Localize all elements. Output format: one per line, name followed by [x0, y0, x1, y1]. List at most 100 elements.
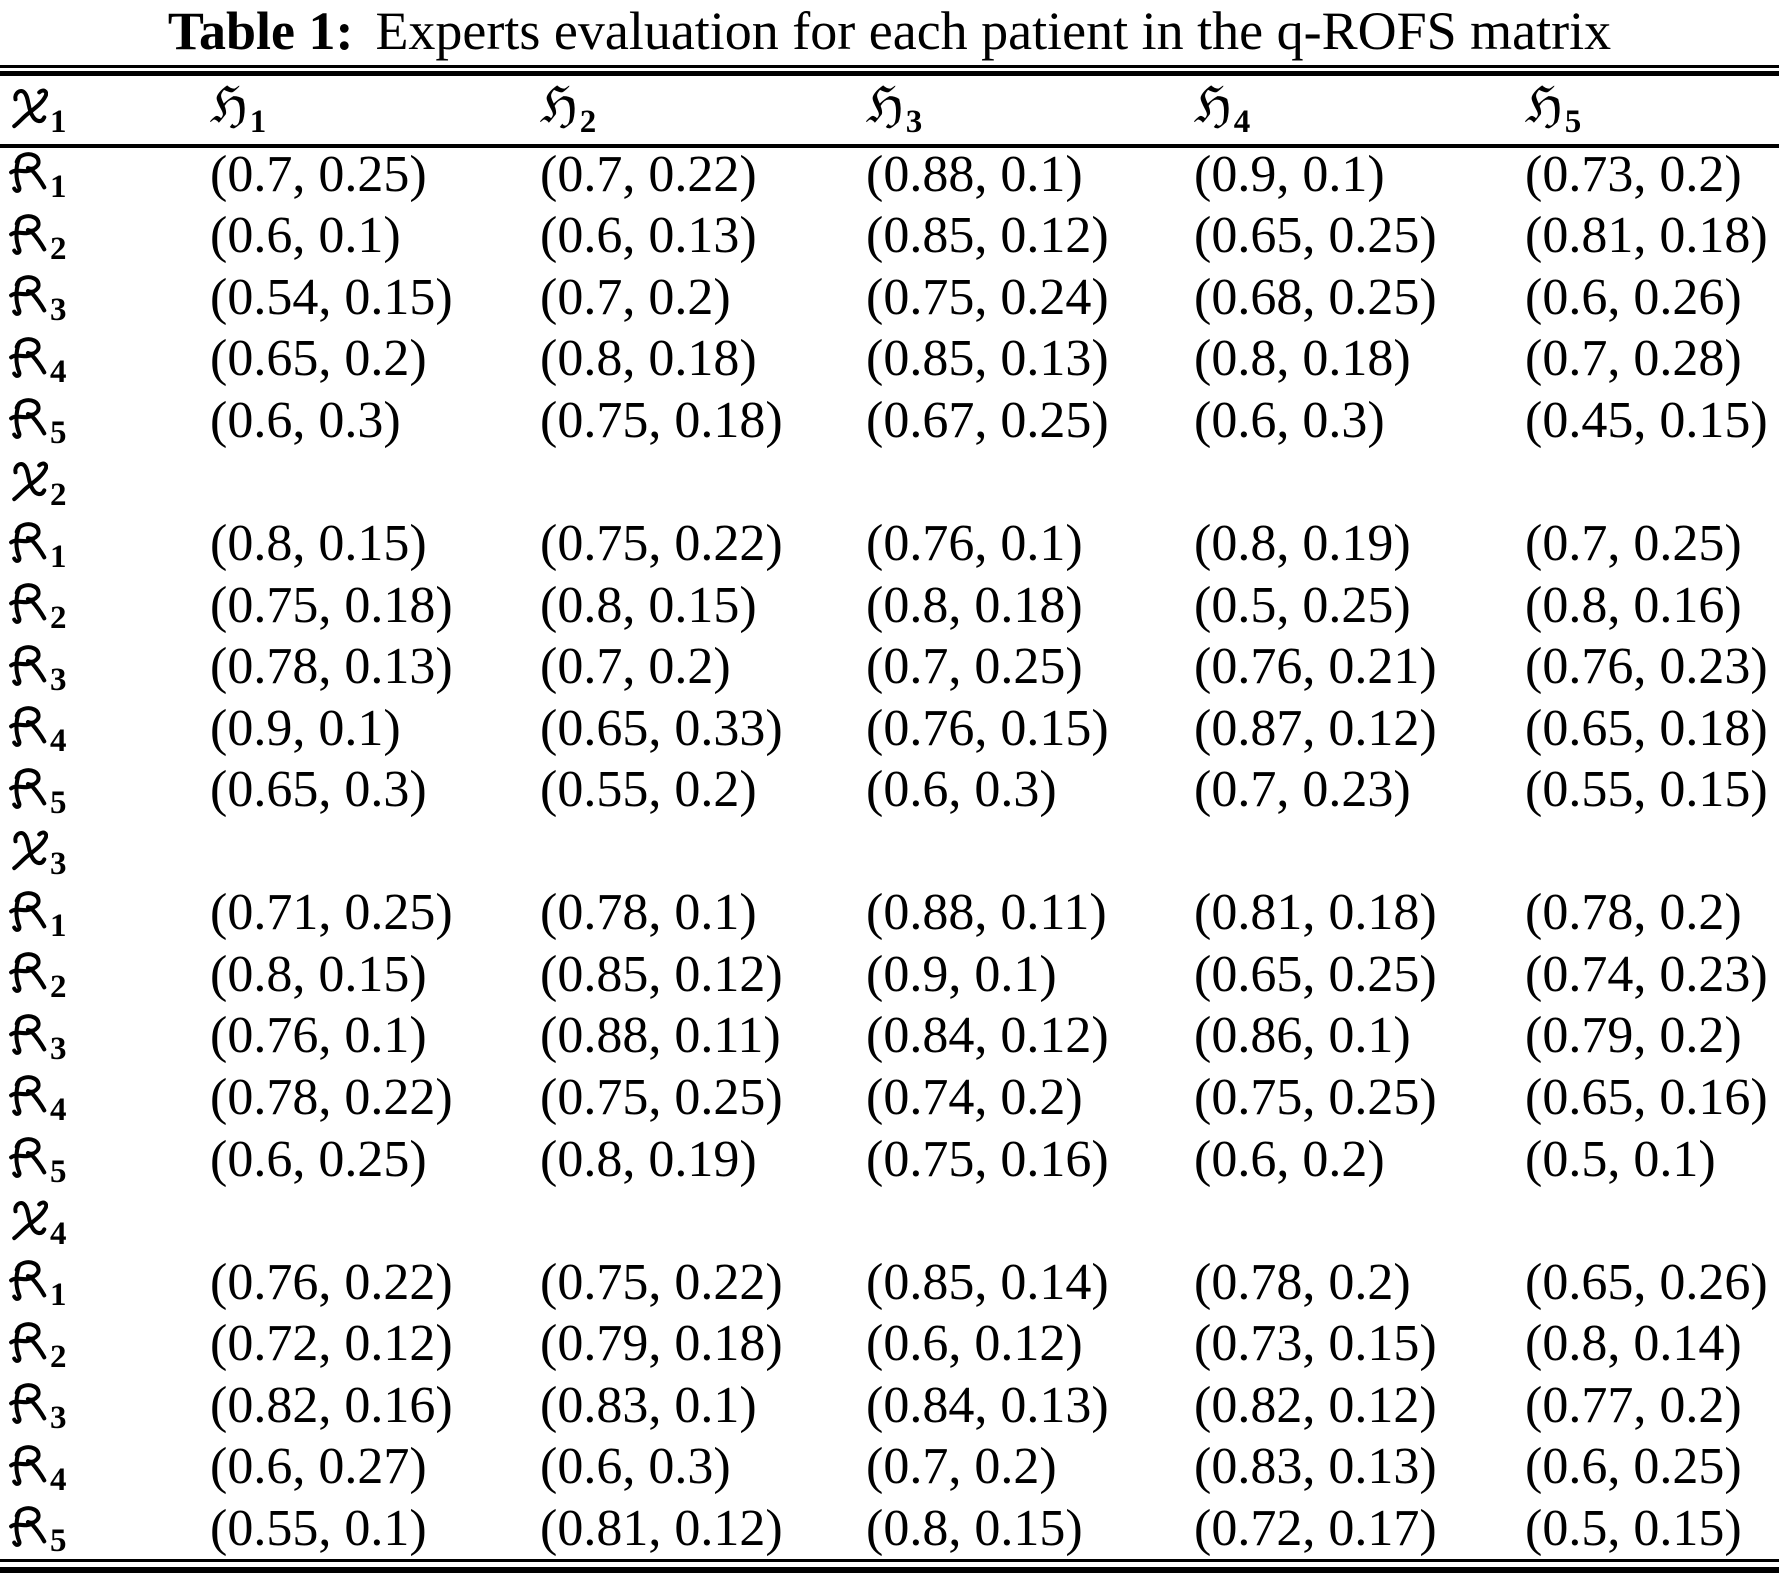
fraktur-k-glyph	[9, 706, 47, 748]
row-label-subscript: 5	[50, 784, 67, 821]
row-label-subscript: 2	[50, 600, 67, 637]
empty-cell	[540, 1190, 866, 1252]
matrix-cell: (0.78, 0.1)	[540, 884, 757, 942]
table-row: 5 (0.55, 0.1) (0.81, 0.12) (0.8, 0.15) (0.72…	[0, 1498, 1779, 1560]
fraktur-k-glyph	[9, 275, 47, 317]
matrix-cell: (0.76, 0.1)	[210, 1007, 427, 1065]
row-label: 2	[0, 575, 210, 637]
matrix-cell: (0.85, 0.13)	[866, 330, 1109, 388]
row-label: 4	[0, 329, 210, 391]
column-header-subscript: 3	[905, 104, 923, 141]
table-row: 1 (0.8, 0.15) (0.75, 0.22) (0.76, 0.1) (0.8,…	[0, 513, 1779, 575]
table-caption-label: Table 1:	[167, 1, 354, 61]
matrix-cell: (0.76, 0.22)	[210, 1253, 453, 1311]
column-header-subscript: 4	[1233, 104, 1251, 141]
section-label: 4	[0, 1190, 210, 1252]
table-row: 5 (0.65, 0.3) (0.55, 0.2) (0.6, 0.3) (0.7, 0…	[0, 759, 1779, 821]
row-label: 4	[0, 1436, 210, 1498]
fraktur-k-glyph	[9, 1444, 47, 1486]
matrix-cell: (0.65, 0.25)	[1194, 945, 1437, 1003]
table-row: 2 (0.72, 0.12) (0.79, 0.18) (0.6, 0.12) (0.7…	[0, 1313, 1779, 1375]
qrofs-matrix-table: 1 ℌ1 ℌ2 ℌ3 ℌ4 ℌ5 1 (0.7, 0.25) (0.7,	[0, 76, 1779, 1560]
matrix-cell: (0.78, 0.13)	[210, 638, 453, 696]
column-header-h4: ℌ4	[1194, 76, 1525, 145]
matrix-cell: (0.79, 0.2)	[1525, 1007, 1742, 1065]
matrix-cell: (0.6, 0.26)	[1525, 268, 1742, 326]
corner-header-subscript: 1	[50, 104, 67, 141]
table-row: 5 (0.6, 0.25) (0.8, 0.19) (0.75, 0.16) (0.6,…	[0, 1129, 1779, 1191]
matrix-cell: (0.84, 0.13)	[866, 1376, 1109, 1434]
matrix-cell: (0.75, 0.16)	[866, 1130, 1109, 1188]
matrix-cell: (0.74, 0.23)	[1525, 945, 1768, 1003]
row-label-subscript: 3	[50, 1030, 67, 1067]
row-label: 2	[0, 944, 210, 1006]
empty-cell	[1194, 452, 1525, 514]
row-label-subscript: 2	[50, 230, 67, 267]
table-row: 4 (0.6, 0.27) (0.6, 0.3) (0.7, 0.2) (0.83, 0…	[0, 1436, 1779, 1498]
row-label-subscript: 5	[50, 1523, 67, 1560]
matrix-cell: (0.8, 0.15)	[540, 576, 757, 634]
matrix-cell: (0.8, 0.16)	[1525, 576, 1742, 634]
matrix-cell: (0.75, 0.25)	[540, 1068, 783, 1126]
matrix-cell: (0.72, 0.17)	[1194, 1499, 1437, 1557]
matrix-cell: (0.67, 0.25)	[866, 391, 1109, 449]
row-label-subscript: 4	[50, 1092, 67, 1129]
row-label: 5	[0, 1129, 210, 1191]
matrix-cell: (0.75, 0.22)	[540, 1253, 783, 1311]
row-label: 3	[0, 1375, 210, 1437]
fraktur-k-glyph	[9, 213, 47, 255]
matrix-cell: (0.7, 0.25)	[1525, 515, 1742, 573]
matrix-cell: (0.74, 0.2)	[866, 1068, 1083, 1126]
fraktur-k-glyph	[9, 1014, 47, 1055]
table-caption: Table 1: Experts evaluation for each pati…	[0, 0, 1779, 62]
matrix-cell: (0.85, 0.12)	[866, 207, 1109, 265]
empty-cell	[210, 452, 540, 514]
table-row: 3 (0.54, 0.15) (0.7, 0.2) (0.75, 0.24) (0.68…	[0, 267, 1779, 329]
section-row: 2	[0, 452, 1779, 514]
matrix-cell: (0.55, 0.15)	[1525, 761, 1768, 819]
matrix-cell: (0.65, 0.16)	[1525, 1068, 1768, 1126]
top-rule-thin	[0, 65, 1779, 68]
row-label: 2	[0, 1313, 210, 1375]
section-label-subscript: 4	[50, 1215, 67, 1252]
matrix-cell: (0.73, 0.2)	[1525, 145, 1742, 203]
matrix-cell: (0.6, 0.27)	[210, 1438, 427, 1496]
table-row: 4 (0.65, 0.2) (0.8, 0.18) (0.85, 0.13) (0.8,…	[0, 329, 1779, 391]
matrix-cell: (0.6, 0.25)	[210, 1130, 427, 1188]
matrix-cell: (0.7, 0.2)	[540, 268, 731, 326]
empty-cell	[1525, 821, 1779, 883]
fraktur-k-glyph	[9, 767, 47, 809]
matrix-cell: (0.83, 0.13)	[1194, 1438, 1437, 1496]
fraktur-h-symbol: ℌ	[866, 76, 904, 135]
column-header-h5: ℌ5	[1525, 76, 1779, 145]
matrix-cell: (0.6, 0.3)	[1194, 391, 1385, 449]
fraktur-k-glyph	[9, 337, 47, 378]
fraktur-h-symbol: ℌ	[1525, 76, 1563, 135]
matrix-cell: (0.76, 0.23)	[1525, 638, 1768, 696]
column-header-h1: ℌ1	[210, 76, 540, 145]
matrix-cell: (0.6, 0.3)	[540, 1438, 731, 1496]
matrix-cell: (0.6, 0.13)	[540, 207, 757, 265]
table-row: 4 (0.9, 0.1) (0.65, 0.33) (0.76, 0.15) (0.87…	[0, 698, 1779, 760]
empty-cell	[1525, 452, 1779, 514]
row-label: 5	[0, 759, 210, 821]
matrix-cell: (0.6, 0.2)	[1194, 1130, 1385, 1188]
matrix-cell: (0.8, 0.18)	[540, 330, 757, 388]
matrix-cell: (0.7, 0.2)	[540, 638, 731, 696]
matrix-cell: (0.55, 0.2)	[540, 761, 757, 819]
table-row: 5 (0.6, 0.3) (0.75, 0.18) (0.67, 0.25) (0.6,…	[0, 390, 1779, 452]
matrix-cell: (0.83, 0.1)	[540, 1376, 757, 1434]
fraktur-k-glyph	[9, 1137, 47, 1178]
table-row: 2 (0.8, 0.15) (0.85, 0.12) (0.9, 0.1) (0.65,…	[0, 944, 1779, 1006]
row-label: 5	[0, 390, 210, 452]
row-label-subscript: 4	[50, 353, 67, 390]
matrix-cell: (0.86, 0.1)	[1194, 1007, 1411, 1065]
section-label: 3	[0, 821, 210, 883]
matrix-cell: (0.78, 0.22)	[210, 1068, 453, 1126]
matrix-cell: (0.82, 0.12)	[1194, 1376, 1437, 1434]
matrix-cell: (0.71, 0.25)	[210, 884, 453, 942]
row-label-subscript: 3	[50, 661, 67, 698]
fraktur-h-symbol: ℌ	[210, 76, 248, 135]
row-label-subscript: 1	[50, 1277, 67, 1314]
